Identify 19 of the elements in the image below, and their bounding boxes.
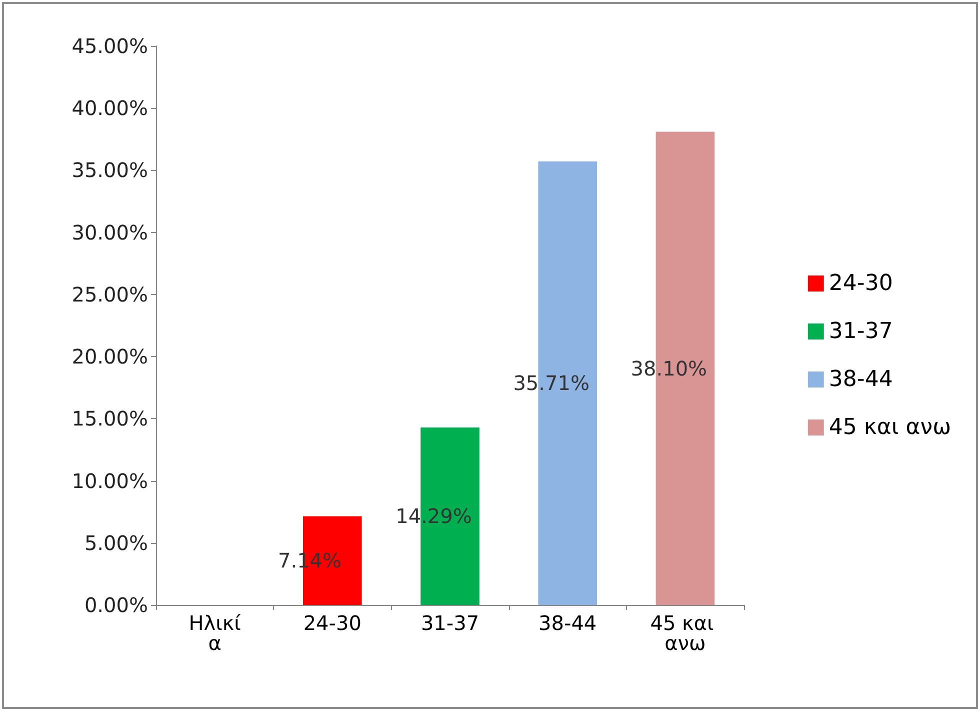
y-tick-label: 25.00%	[72, 282, 148, 306]
x-tick-label: 24-30	[303, 611, 362, 635]
y-tick-label: 30.00%	[72, 220, 148, 244]
legend-label: 31-37	[828, 319, 893, 344]
x-tick-label: Ηλικία	[188, 611, 242, 655]
x-tick-label: 31-37	[420, 611, 480, 635]
x-tick-label: 38-44	[538, 611, 597, 635]
legend-label: 24-30	[828, 271, 893, 296]
y-tick-label: 0.00%	[84, 593, 148, 617]
x-tick-label: 45 και ανω	[650, 611, 720, 655]
y-tick-label: 10.00%	[72, 468, 148, 493]
y-tick-label: 20.00%	[72, 344, 148, 369]
legend-label: 45 και ανω	[828, 415, 952, 440]
y-tick-label: 35.00%	[72, 158, 148, 182]
y-tick-label: 5.00%	[84, 530, 148, 555]
legend-label: 38-44	[828, 367, 893, 392]
y-tick-label: 40.00%	[72, 96, 148, 120]
y-tick-label: 15.00%	[72, 406, 148, 431]
y-tick-label: 45.00%	[72, 34, 148, 58]
